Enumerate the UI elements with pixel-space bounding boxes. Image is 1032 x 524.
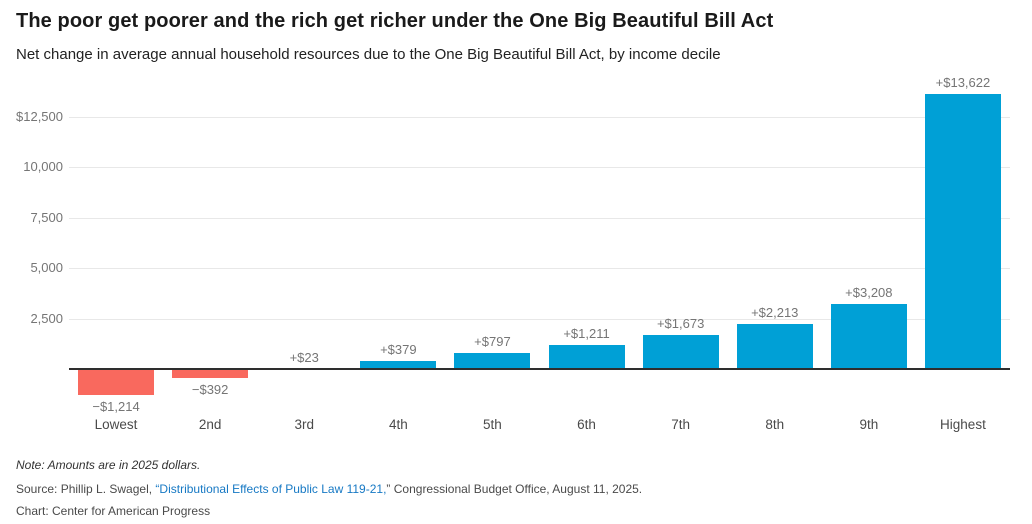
gridline xyxy=(69,116,1010,118)
category-label: 8th xyxy=(765,417,785,432)
value-label: +$379 xyxy=(380,342,417,358)
source-prefix: Source: Phillip L. Swagel, xyxy=(16,482,156,496)
category-label: 4th xyxy=(388,417,408,432)
value-label: +$2,213 xyxy=(751,305,799,321)
y-tick-label: $12,500 xyxy=(16,108,63,124)
value-label: +$1,211 xyxy=(563,325,610,341)
bar-negative xyxy=(172,370,249,378)
value-label: +$3,208 xyxy=(845,285,893,301)
y-tick-label: 2,500 xyxy=(30,310,63,326)
gridline xyxy=(69,268,1010,269)
value-label: +$13,622 xyxy=(935,74,991,90)
category-label: 2nd xyxy=(198,417,222,432)
bar-negative xyxy=(78,370,155,395)
category-label: Lowest xyxy=(94,417,138,432)
zero-axis-line xyxy=(69,368,1010,370)
category-label: 3rd xyxy=(294,417,314,432)
footer-note: Note: Amounts are in 2025 dollars. xyxy=(16,458,201,472)
source-link[interactable]: “Distributional Effects of Public Law 11… xyxy=(155,482,387,496)
gridline xyxy=(69,217,1010,219)
bar-positive xyxy=(830,304,907,369)
footer-source: Source: Phillip L. Swagel, “Distribution… xyxy=(16,482,1016,496)
category-label: 5th xyxy=(483,417,502,432)
value-label: −$1,214 xyxy=(92,398,140,414)
bar-positive xyxy=(454,352,531,369)
chart-subtitle: Net change in average annual household r… xyxy=(16,46,721,63)
value-label: +$797 xyxy=(474,333,511,349)
y-tick-label: 10,000 xyxy=(23,159,63,174)
y-tick-label: 5,000 xyxy=(30,260,63,275)
gridline xyxy=(69,318,1010,320)
chart-title: The poor get poorer and the rich get ric… xyxy=(16,10,774,32)
value-label: +$23 xyxy=(289,349,319,365)
category-label: Highest xyxy=(940,417,986,432)
chart-footer: Note: Amounts are in 2025 dollars. Sourc… xyxy=(16,458,1016,518)
value-label: +$1,673 xyxy=(656,316,705,332)
gridline xyxy=(69,167,1010,168)
bar-positive xyxy=(924,93,1001,369)
bar-positive xyxy=(548,344,625,369)
bar-positive xyxy=(736,324,813,369)
value-label: −$392 xyxy=(191,381,229,397)
bar-positive xyxy=(642,335,719,369)
category-label: 9th xyxy=(859,417,879,432)
y-tick-label: 7,500 xyxy=(30,209,63,225)
source-suffix: ” Congressional Budget Office, August 11… xyxy=(386,482,643,496)
footer-credit: Chart: Center for American Progress xyxy=(16,504,211,518)
category-label: 7th xyxy=(671,417,691,432)
bar-positive xyxy=(360,361,437,369)
category-label: 6th xyxy=(577,417,596,432)
